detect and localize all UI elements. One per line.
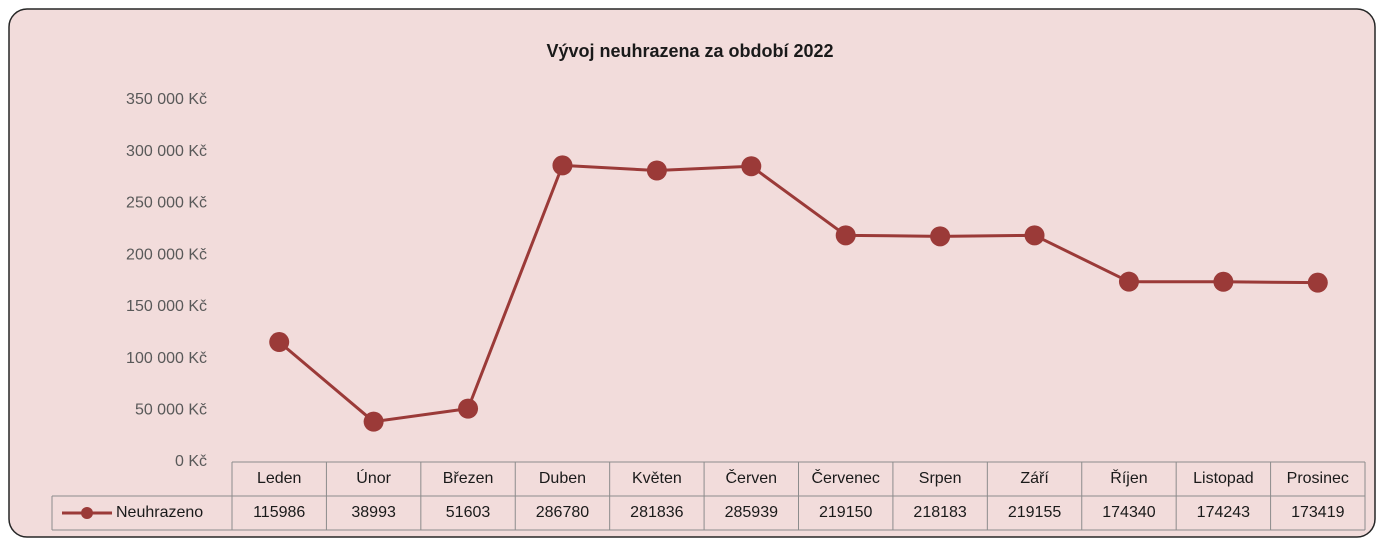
x-tick-label: Duben (539, 470, 586, 487)
line (278, 163, 1318, 424)
marker (930, 226, 951, 247)
x-tick-label: Březen (443, 470, 494, 487)
x-tick-label: Září (1020, 470, 1049, 487)
x-tick-label: Říjen (1110, 468, 1147, 487)
x-tick-label: Červen (726, 468, 778, 487)
y-tick-label: 150 000 Kč (126, 298, 207, 315)
legend-marker (81, 507, 93, 519)
y-tick-label: 250 000 Kč (126, 195, 207, 212)
table-value: 218183 (913, 504, 966, 521)
table-value: 174243 (1197, 504, 1250, 521)
marker (269, 332, 290, 353)
y-tick-label: 50 000 Kč (135, 402, 207, 419)
x-tick-label: Srpen (919, 470, 962, 487)
table-value: 173419 (1291, 504, 1344, 521)
marker (741, 156, 762, 177)
marker (835, 225, 856, 246)
y-tick-label: 300 000 Kč (126, 143, 207, 160)
marker (1307, 272, 1328, 293)
x-tick-label: Leden (257, 470, 302, 487)
table-value: 219150 (819, 504, 872, 521)
table-value: 285939 (725, 504, 778, 521)
y-tick-label: 0 Kč (175, 453, 207, 470)
table-value: 174340 (1102, 504, 1155, 521)
marker (552, 155, 573, 176)
x-tick-label: Květen (632, 470, 682, 487)
y-tick-label: 350 000 Kč (126, 91, 207, 108)
table-value: 286780 (536, 504, 589, 521)
x-tick-label: Únor (356, 468, 391, 487)
marker (458, 398, 479, 419)
table-value: 281836 (630, 504, 683, 521)
marker (1118, 271, 1139, 292)
table-value: 51603 (446, 504, 491, 521)
table-value: 38993 (351, 504, 396, 521)
table-value: 219155 (1008, 504, 1061, 521)
marker (1024, 225, 1045, 246)
legend-label: Neuhrazeno (116, 504, 203, 521)
marker (363, 411, 384, 432)
x-tick-label: Prosinec (1287, 470, 1349, 487)
y-tick-label: 100 000 Kč (126, 350, 207, 367)
x-tick-label: Červenec (811, 468, 879, 487)
marker (646, 160, 667, 181)
x-tick-label: Listopad (1193, 470, 1254, 487)
marker (1213, 271, 1234, 292)
chart-title: Vývoj neuhrazena za období 2022 (546, 41, 833, 61)
chart-background (8, 8, 1376, 538)
y-tick-label: 200 000 Kč (126, 246, 207, 263)
table-value: 115986 (253, 504, 305, 521)
